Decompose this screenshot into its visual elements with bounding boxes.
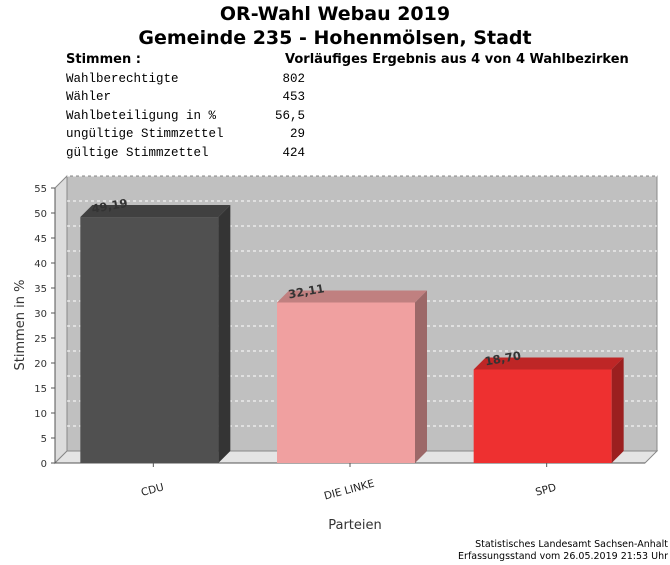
y-tick-label: 40 (34, 259, 47, 270)
x-tick-label: DIE LINKE (323, 478, 376, 503)
stat-label: gültige Stimmzettel (66, 146, 209, 160)
y-tick-label: 25 (34, 334, 47, 345)
bar-side (415, 290, 427, 463)
plot-side-wall (54, 174, 68, 465)
stat-label: ungültige Stimmzettel (66, 127, 224, 141)
bar (473, 369, 612, 463)
y-tick-label: 20 (34, 359, 47, 370)
stat-value: 56,5 (274, 109, 305, 123)
stat-label: Wahlberechtigte (66, 72, 179, 86)
stat-value: 424 (282, 146, 305, 160)
bar-side (218, 205, 231, 464)
bar-value-label: 18,70 (484, 348, 522, 368)
timestamp-note: Erfassungsstand vom 26.05.2019 21:53 Uhr (458, 551, 668, 562)
bar (277, 302, 415, 463)
x-tick-label: CDU (140, 481, 165, 499)
y-tick-label: 35 (34, 284, 47, 295)
y-tick-label: 10 (34, 409, 47, 420)
stimmen-label: Stimmen : (66, 52, 141, 67)
y-tick-label: 50 (34, 209, 47, 220)
x-axis-title: Parteien (328, 518, 382, 533)
bar-top (277, 290, 427, 303)
stat-value: 29 (289, 127, 305, 141)
bar-side (611, 357, 624, 463)
source-note: Statistisches Landesamt Sachsen-Anhalt (475, 539, 668, 550)
y-axis-title: Stimmen in % (13, 280, 28, 371)
y-tick-label: 30 (34, 309, 47, 320)
bar-top (473, 357, 624, 370)
bar-value-label: 32,11 (287, 281, 325, 301)
chart-subtitle: Gemeinde 235 - Hohenmölsen, Stadt (138, 27, 532, 49)
y-tick-label: 45 (34, 234, 47, 245)
stat-value: 802 (282, 72, 305, 86)
y-tick-label: 5 (41, 434, 47, 445)
stat-value: 453 (282, 90, 305, 104)
y-tick-label: 15 (34, 384, 47, 395)
y-tick-label: 0 (41, 459, 47, 470)
chart-title: OR-Wahl Webau 2019 (219, 3, 451, 25)
result-note: Vorläufiges Ergebnis aus 4 von 4 Wahlbez… (285, 52, 629, 67)
stat-label: Wähler (66, 90, 112, 104)
bar-top (80, 205, 231, 218)
bar (80, 217, 219, 463)
bar-value-label: 49,19 (90, 196, 128, 216)
x-tick-label: SPD (534, 482, 557, 499)
stat-label: Wahlbeteiligung in % (66, 109, 217, 123)
y-tick-label: 55 (34, 184, 47, 195)
